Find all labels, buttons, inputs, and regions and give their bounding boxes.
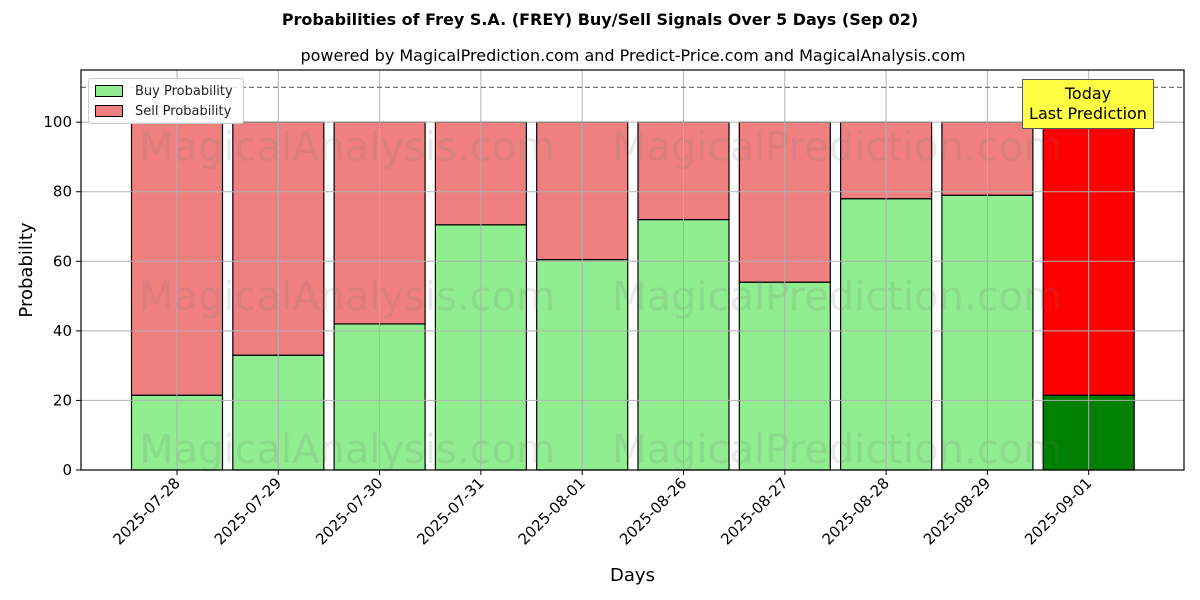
ytick-label-100: 100 xyxy=(43,113,72,131)
xtick-label-2025-08-29: 2025-08-29 xyxy=(920,474,994,548)
xtick-label-2025-08-28: 2025-08-28 xyxy=(819,474,893,548)
watermark-right-0: MagicalPrediction.com xyxy=(612,125,1062,171)
legend-item-sell: Sell Probability xyxy=(95,102,231,120)
ytick-label-20: 20 xyxy=(53,391,72,409)
watermark-right-2: MagicalPrediction.com xyxy=(612,427,1062,473)
watermark-right-1: MagicalPrediction.com xyxy=(612,274,1062,320)
plot-frame xyxy=(80,69,1185,471)
legend-swatch-buy xyxy=(95,85,123,97)
legend-swatch-sell xyxy=(95,105,123,117)
ytick-label-80: 80 xyxy=(53,183,72,201)
legend-label-buy: Buy Probability xyxy=(135,83,233,99)
xtick-label-2025-07-29: 2025-07-29 xyxy=(211,474,285,548)
chart-subtitle: powered by MagicalPrediction.com and Pre… xyxy=(300,46,966,65)
today-annotation-line1: Today xyxy=(1064,84,1112,103)
xtick-label-2025-09-01: 2025-09-01 xyxy=(1021,474,1095,548)
xtick-label-2025-07-28: 2025-07-28 xyxy=(109,474,183,548)
ytick-label-60: 60 xyxy=(53,252,72,270)
x-axis-label: Days xyxy=(610,565,655,586)
ytick-label-0: 0 xyxy=(62,461,72,479)
watermark-left-1: MagicalAnalysis.com xyxy=(139,274,555,320)
xtick-label-2025-07-30: 2025-07-30 xyxy=(312,474,386,548)
xtick-label-2025-08-01: 2025-08-01 xyxy=(515,474,589,548)
watermark-left-2: MagicalAnalysis.com xyxy=(139,427,555,473)
legend: Buy Probability Sell Probability xyxy=(88,78,244,124)
today-annotation: Today Last Prediction xyxy=(1022,79,1154,129)
xtick-label-2025-08-26: 2025-08-26 xyxy=(616,474,690,548)
legend-label-sell: Sell Probability xyxy=(135,103,232,119)
watermark-left-0: MagicalAnalysis.com xyxy=(139,125,555,171)
today-annotation-line2: Last Prediction xyxy=(1029,104,1147,123)
legend-item-buy: Buy Probability xyxy=(95,82,233,100)
y-axis-label: Probability xyxy=(16,222,37,317)
chart-title: Probabilities of Frey S.A. (FREY) Buy/Se… xyxy=(281,10,919,29)
xtick-label-2025-07-31: 2025-07-31 xyxy=(413,474,487,548)
xtick-label-2025-08-27: 2025-08-27 xyxy=(717,474,791,548)
ytick-label-40: 40 xyxy=(53,322,72,340)
